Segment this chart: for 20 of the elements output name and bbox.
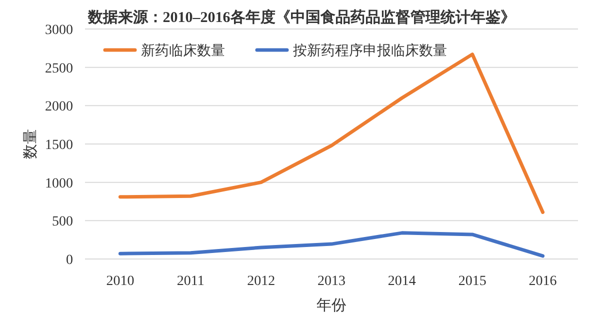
x-tick-label: 2011 <box>176 274 204 289</box>
chart-title: 数据来源：2010–2016各年度《中国食品药品监督管理统计年鉴》 <box>86 8 516 26</box>
line-series <box>118 231 545 258</box>
x-tick-label: 2016 <box>528 274 557 289</box>
y-tick-label: 500 <box>52 214 73 230</box>
y-tick-label: 3000 <box>45 23 73 38</box>
x-tick-label: 2014 <box>388 274 416 289</box>
y-axis-title: 数量 <box>23 129 39 159</box>
legend-label: 新药临床数量 <box>141 43 225 59</box>
y-tick-label: 1500 <box>45 138 73 153</box>
x-axis-title: 年份 <box>316 297 346 314</box>
x-tick-label: 2010 <box>106 274 134 289</box>
y-tick-label: 1000 <box>45 176 73 192</box>
y-tick-label: 2500 <box>45 61 73 76</box>
x-tick-label: 2015 <box>458 274 486 289</box>
y-tick-label: 2000 <box>45 100 73 115</box>
x-tick-label: 2013 <box>318 274 346 289</box>
legend-label: 按新药程序申报临床数量 <box>293 43 447 59</box>
y-tick-label: 0 <box>66 253 73 268</box>
x-tick-label: 2012 <box>247 274 276 289</box>
